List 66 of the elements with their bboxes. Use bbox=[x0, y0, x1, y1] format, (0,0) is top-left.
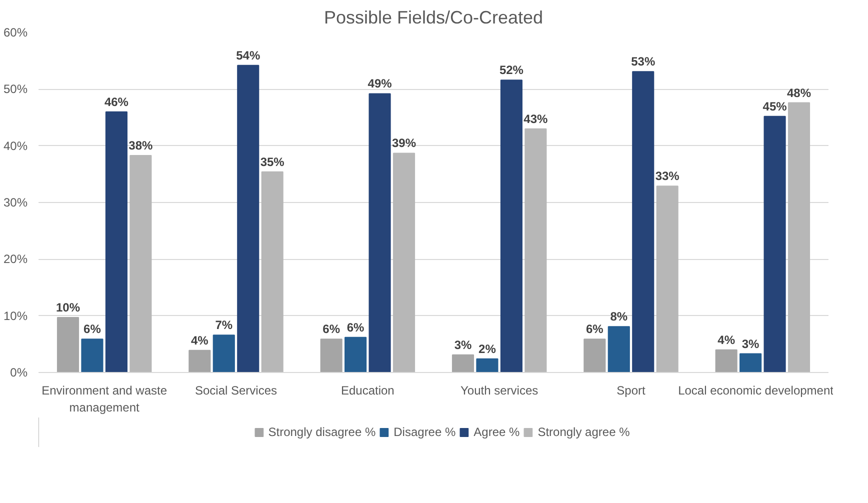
bar bbox=[212, 334, 235, 372]
y-tick-label: 10% bbox=[3, 308, 28, 323]
bar bbox=[81, 338, 104, 372]
y-tick-label: 0% bbox=[10, 366, 28, 380]
data-label: 53% bbox=[631, 54, 656, 69]
chart-title: Possible Fields/Co-Created bbox=[324, 8, 544, 28]
x-tick-label: Local economic development bbox=[678, 384, 834, 398]
bar bbox=[188, 350, 211, 372]
y-tick-label: 30% bbox=[3, 196, 28, 210]
bar bbox=[56, 317, 80, 372]
data-label: 3% bbox=[454, 338, 472, 352]
data-label: 6% bbox=[346, 320, 365, 334]
bar bbox=[130, 154, 152, 372]
bar bbox=[608, 326, 630, 372]
legend-label: Strongly disagree % bbox=[268, 425, 376, 439]
data-label: 10% bbox=[56, 300, 80, 315]
data-label: 48% bbox=[787, 86, 812, 100]
legend-label: Strongly agree % bbox=[538, 425, 630, 439]
bar bbox=[105, 111, 128, 372]
y-tick-label: 40% bbox=[3, 138, 28, 153]
data-label: 39% bbox=[392, 136, 416, 150]
bar bbox=[584, 338, 606, 372]
bar bbox=[740, 353, 762, 372]
x-tick-label: Sport bbox=[616, 384, 646, 398]
bar bbox=[500, 80, 522, 372]
bar bbox=[320, 338, 342, 372]
data-label: 33% bbox=[655, 169, 680, 184]
bar bbox=[344, 336, 367, 372]
x-tick-label: Youth services bbox=[460, 384, 538, 398]
y-tick-label: 50% bbox=[3, 82, 28, 96]
y-tick-label: 60% bbox=[3, 26, 28, 40]
data-label: 49% bbox=[368, 76, 392, 91]
bar bbox=[656, 186, 678, 372]
data-label: 52% bbox=[499, 63, 524, 78]
bar bbox=[524, 128, 547, 372]
y-tick-label: 20% bbox=[3, 252, 28, 266]
x-tick-label: Social Services bbox=[194, 384, 278, 398]
legend-label: Disagree % bbox=[394, 425, 456, 439]
data-label: 6% bbox=[84, 322, 102, 336]
data-label: 38% bbox=[128, 138, 154, 152]
bar bbox=[476, 358, 498, 372]
bar bbox=[452, 354, 474, 372]
data-label: 6% bbox=[322, 322, 340, 336]
bar bbox=[632, 71, 654, 372]
x-tick-label: Education bbox=[340, 384, 394, 398]
data-label: 3% bbox=[742, 336, 760, 351]
bar bbox=[715, 349, 738, 372]
data-label: 54% bbox=[236, 48, 260, 62]
bar bbox=[237, 64, 260, 372]
legend-label: Agree % bbox=[474, 425, 520, 439]
bar bbox=[261, 171, 284, 372]
data-label: 4% bbox=[718, 332, 736, 347]
bar bbox=[392, 152, 416, 372]
bar bbox=[764, 116, 786, 372]
data-label: 6% bbox=[586, 322, 604, 336]
data-label: 46% bbox=[104, 94, 129, 109]
data-label: 8% bbox=[610, 310, 628, 324]
data-label: 35% bbox=[260, 154, 285, 169]
data-label: 2% bbox=[478, 342, 496, 356]
data-label: 7% bbox=[215, 318, 233, 332]
x-tick-label: Environment and waste management bbox=[42, 384, 168, 414]
bar bbox=[788, 102, 810, 372]
data-label: 43% bbox=[524, 112, 548, 126]
data-label: 45% bbox=[762, 99, 788, 114]
data-label: 4% bbox=[190, 333, 209, 348]
bar bbox=[368, 93, 391, 372]
